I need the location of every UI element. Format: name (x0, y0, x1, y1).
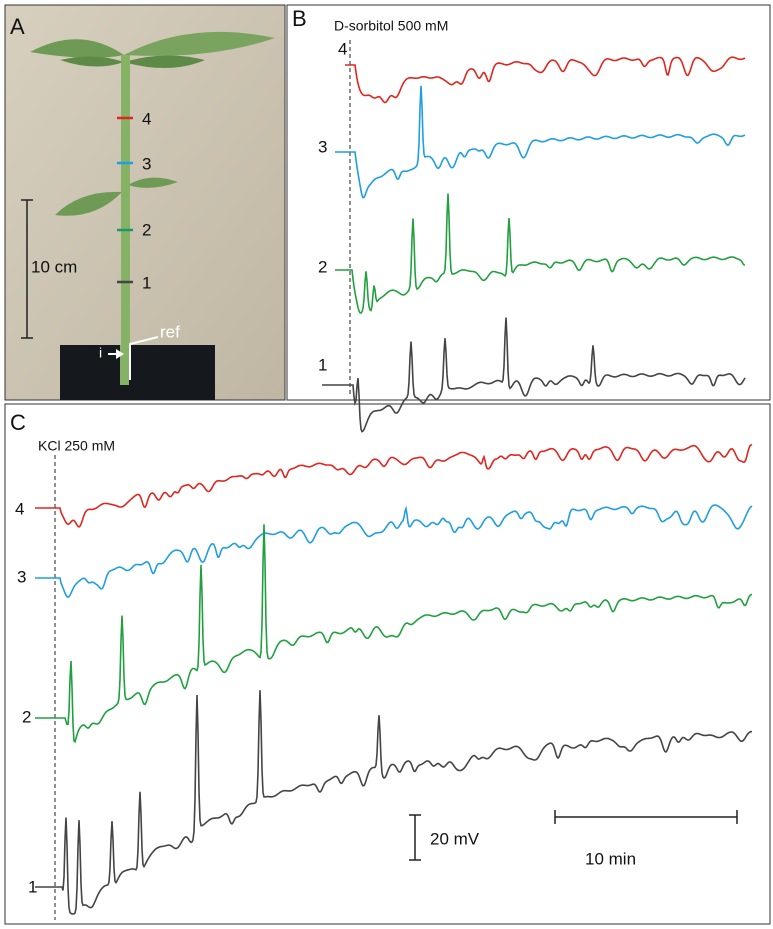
trace (345, 56, 746, 104)
position-label: 2 (142, 220, 151, 239)
trace-label: 4 (338, 39, 347, 58)
trace-label: 3 (17, 567, 26, 586)
scale-label: 20 mV (430, 829, 480, 848)
scale-bar (21, 199, 33, 339)
traces (35, 56, 753, 915)
trace (335, 85, 746, 199)
trace (35, 443, 753, 528)
scale-bar (409, 810, 738, 861)
scale-label: 10 min (585, 849, 636, 868)
trace (35, 690, 752, 915)
panel-label: A (10, 14, 25, 39)
scale-label: 10 cm (31, 257, 77, 276)
panel-label: B (292, 6, 307, 31)
trace-label: 2 (22, 707, 31, 726)
position-label: 1 (142, 273, 151, 292)
ref-label: ref (160, 322, 180, 341)
treatment-label: KCl 250 mM (38, 438, 115, 454)
plant (30, 31, 275, 400)
treatment-label: D-sorbitol 500 mM (334, 18, 448, 34)
i-label: i (99, 345, 102, 361)
position-label: 3 (142, 154, 151, 173)
panel (4, 403, 771, 925)
trace-label: 3 (318, 137, 327, 156)
trace (335, 193, 746, 314)
trace-label: 4 (15, 499, 24, 518)
trace (35, 504, 753, 598)
trace-label: 1 (318, 355, 327, 374)
trace-label: 1 (28, 877, 37, 896)
arrow (108, 336, 159, 380)
trace (35, 524, 753, 744)
trace (322, 317, 746, 433)
trace-label: 2 (318, 257, 327, 276)
panel-label: C (10, 410, 26, 435)
position-label: 4 (142, 109, 151, 128)
photo-panel (4, 4, 286, 401)
